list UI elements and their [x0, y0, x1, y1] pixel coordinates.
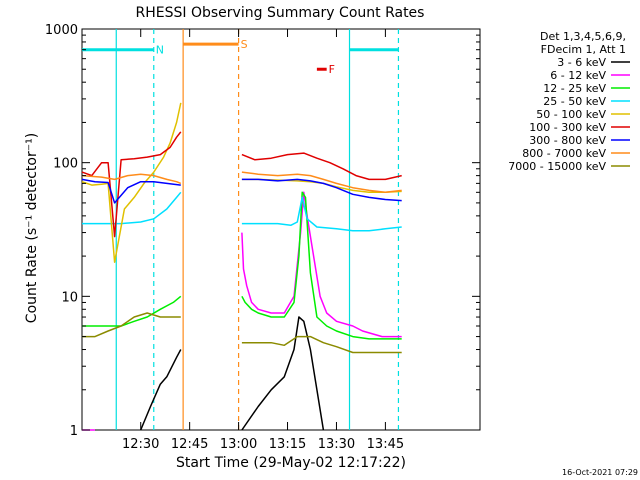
- plot-area: [81, 28, 481, 431]
- x-tick-label-1: 12:45: [171, 437, 208, 452]
- legend-entry-1: 6 - 12 keV: [550, 69, 606, 82]
- x-tick-label-5: 13:45: [367, 437, 404, 452]
- plot-frame: [81, 28, 481, 431]
- series-line-2-1: [241, 191, 402, 340]
- legend-entry-8: 7000 - 15000 keV: [508, 160, 606, 173]
- series-line-2-0: [82, 295, 182, 327]
- legend: Det 1,3,4,5,6,9,FDecim 1, Att 13 - 6 keV…: [508, 30, 630, 173]
- axes: 12:30 12:45 13:00 13:15 13:30 13:45 1 10 100 1000: [45, 23, 480, 452]
- y-tick-label-3: 1000: [45, 23, 78, 38]
- x-tick-label-3: 13:15: [269, 437, 306, 452]
- series-line-0-1: [241, 316, 325, 431]
- y-tick-label-2: 100: [53, 157, 78, 172]
- legend-entry-7: 800 - 7000 keV: [522, 147, 606, 160]
- flag-label-0: N: [156, 44, 164, 57]
- y-tick-label-0: 1: [70, 424, 78, 439]
- series-line-3-1: [241, 196, 402, 232]
- timestamp: 16-Oct-2021 07:29: [562, 468, 638, 477]
- series-line-8-0: [82, 312, 181, 338]
- y-axis-label: Count Rate (s⁻¹ detector⁻¹): [24, 133, 40, 323]
- x-axis-label: Start Time (29-May-02 12:17:22): [176, 455, 406, 471]
- x-tick-label-4: 13:30: [318, 437, 355, 452]
- series-line-4-1: [241, 178, 402, 194]
- series-line-6-1: [241, 178, 402, 202]
- series-line-0-0: [140, 349, 182, 431]
- series-line-5-1: [241, 152, 402, 181]
- x-tick-label-0: 12:30: [122, 437, 159, 452]
- legend-entry-6: 300 - 800 keV: [529, 134, 606, 147]
- series-line-6-0: [81, 178, 181, 204]
- legend-entry-0: 3 - 6 keV: [557, 56, 606, 69]
- y-tick-label-1: 10: [61, 290, 78, 305]
- series-line-3-0: [82, 191, 182, 225]
- legend-entry-4: 50 - 100 keV: [536, 108, 606, 121]
- series-line-7-1: [241, 171, 402, 194]
- legend-entry-5: 100 - 300 keV: [529, 121, 606, 134]
- x-tick-label-2: 13:00: [220, 437, 257, 452]
- flag-label-1: S: [241, 38, 248, 51]
- chart-title: RHESSI Observing Summary Count Rates: [136, 5, 425, 21]
- series-lines: [81, 102, 402, 431]
- legend-entry-2: 12 - 25 keV: [543, 82, 606, 95]
- boundary-lines: [115, 29, 400, 430]
- series-line-8-1: [241, 335, 402, 354]
- series-line-1-1: [241, 191, 402, 338]
- legend-header-0: Det 1,3,4,5,6,9,: [540, 30, 626, 43]
- flag-label-2: F: [329, 63, 335, 76]
- flag-bars: N S F: [82, 38, 399, 76]
- series-line-4-0: [81, 102, 182, 263]
- series-line-7-0: [81, 173, 182, 185]
- legend-header-1: FDecim 1, Att 1: [541, 43, 626, 56]
- legend-entry-3: 25 - 50 keV: [543, 95, 606, 108]
- series-line-5-0: [81, 131, 182, 238]
